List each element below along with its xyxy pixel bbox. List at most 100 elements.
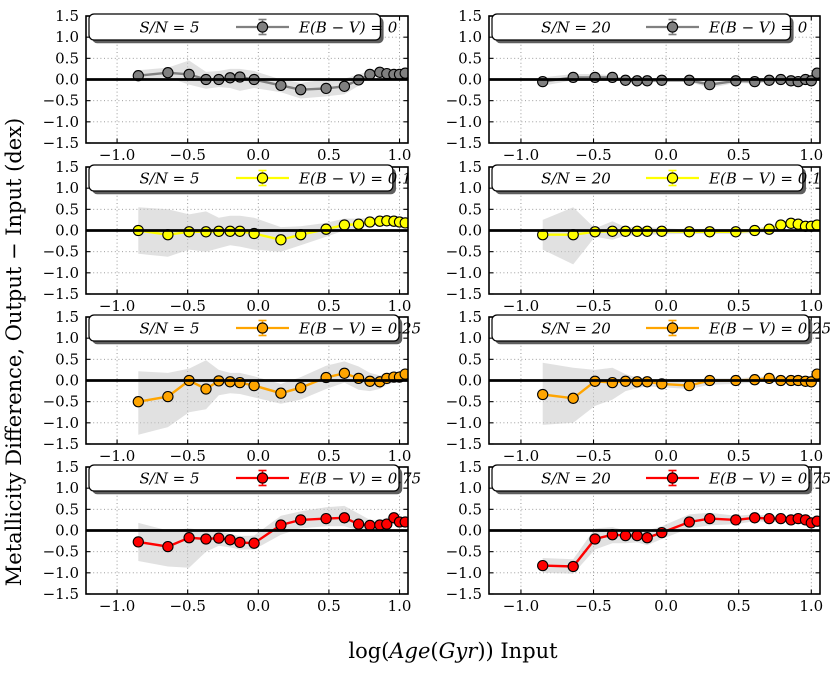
y-tick-label: −1.5 bbox=[43, 134, 79, 152]
legend-sn-label: S/N = 20 bbox=[541, 470, 611, 488]
subplot-1-1: −1.0 −0.5 0.0 0.5 1.0 1.5 1.0 0.5 0.0 −0.5 −1.0 −1.… bbox=[446, 158, 824, 315]
subplot-0-0: −1.0 −0.5 0.0 0.5 1.0 1.5 1.0 0.5 0.0 −0.5 −1.0 −1.… bbox=[43, 7, 412, 164]
x-tick-label: 0.5 bbox=[317, 597, 341, 615]
data-point bbox=[320, 82, 332, 95]
data-points bbox=[132, 512, 408, 553]
y-tick-label: −1.0 bbox=[446, 564, 482, 582]
legend-series-label: E(B − V) = 0.75 bbox=[708, 470, 830, 488]
data-point bbox=[775, 512, 787, 525]
x-tick-label: 0.0 bbox=[246, 297, 270, 315]
confidence-band bbox=[138, 360, 406, 435]
y-tick-label: 0.5 bbox=[458, 200, 482, 218]
subplot-1-0: −1.0 −0.5 0.0 0.5 1.0 1.5 1.0 0.5 0.0 −0.5 −1.0 −1.… bbox=[43, 158, 412, 315]
legend: S/N = 5 E(B − V) = 0 bbox=[88, 13, 398, 44]
x-tick-label: −1.0 bbox=[503, 146, 539, 164]
y-tick-label: −0.5 bbox=[43, 393, 79, 411]
legend-marker-icon bbox=[646, 18, 699, 36]
data-point bbox=[132, 396, 144, 408]
y-tick-label: 1.5 bbox=[55, 308, 79, 326]
y-tick-label: 1.5 bbox=[55, 7, 79, 25]
legend-marker-icon bbox=[646, 319, 699, 337]
data-point bbox=[352, 218, 365, 230]
y-tick-label: −1.0 bbox=[446, 414, 482, 432]
data-point bbox=[730, 514, 742, 526]
data-point bbox=[749, 512, 761, 524]
y-tick-label: 0.5 bbox=[55, 49, 79, 67]
y-tick-label: 1.0 bbox=[458, 479, 482, 497]
data-point bbox=[399, 516, 408, 528]
data-point bbox=[248, 379, 260, 392]
x-tick-label: 0.5 bbox=[317, 297, 341, 315]
data-point bbox=[537, 559, 549, 572]
y-tick-label: −0.5 bbox=[446, 92, 482, 110]
y-tick-label: −1.5 bbox=[43, 285, 79, 303]
x-tick-label: −0.5 bbox=[575, 297, 611, 315]
legend: S/N = 5 E(B − V) = 0.75 bbox=[88, 464, 421, 495]
data-point bbox=[295, 514, 307, 526]
x-tick-label: 0.5 bbox=[317, 447, 341, 465]
data-point bbox=[364, 519, 376, 532]
subplot-0-1: −1.0 −0.5 0.0 0.5 1.0 1.5 1.0 0.5 0.0 −0.5 −1.0 −1.… bbox=[446, 7, 824, 164]
x-tick-label: 0.0 bbox=[246, 146, 270, 164]
data-point bbox=[589, 533, 601, 545]
data-point bbox=[295, 382, 307, 394]
y-tick-label: 1.0 bbox=[55, 329, 79, 347]
data-point bbox=[811, 515, 820, 527]
x-tick-label: 1.0 bbox=[799, 297, 823, 315]
y-tick-label: −1.5 bbox=[446, 585, 482, 603]
x-tick-label: 0.5 bbox=[727, 146, 751, 164]
y-tick-label: −1.5 bbox=[446, 285, 482, 303]
y-tick-label: 0.5 bbox=[55, 200, 79, 218]
legend-sn-label: S/N = 20 bbox=[541, 320, 611, 338]
x-tick-label: 1.0 bbox=[388, 146, 412, 164]
data-point bbox=[183, 532, 195, 544]
x-tick-label: 0.0 bbox=[246, 447, 270, 465]
x-tick-label: −1.0 bbox=[503, 297, 539, 315]
x-tick-label: 1.0 bbox=[799, 597, 823, 615]
data-point bbox=[619, 529, 632, 542]
y-tick-label: 1.0 bbox=[55, 179, 79, 197]
x-tick-label: −1.0 bbox=[99, 597, 135, 615]
y-tick-label: 1.0 bbox=[458, 329, 482, 347]
x-tick-label: 1.0 bbox=[388, 447, 412, 465]
data-point bbox=[537, 388, 549, 401]
data-point bbox=[656, 526, 668, 539]
data-point bbox=[224, 534, 236, 546]
y-tick-label: 1.0 bbox=[458, 179, 482, 197]
y-tick-label: −1.5 bbox=[43, 585, 79, 603]
data-point bbox=[704, 512, 716, 525]
legend-sn-label: S/N = 5 bbox=[139, 19, 199, 37]
x-tick-label: 0.5 bbox=[727, 447, 751, 465]
y-tick-label: 0.5 bbox=[458, 49, 482, 67]
data-point bbox=[775, 219, 787, 231]
y-tick-label: 0.5 bbox=[55, 500, 79, 518]
x-tick-label: 0.0 bbox=[654, 447, 678, 465]
x-axis-label: log(Age(Gyr)) Input bbox=[348, 639, 558, 663]
x-tick-label: −0.5 bbox=[575, 146, 611, 164]
data-point bbox=[567, 560, 579, 573]
legend-marker-icon bbox=[236, 18, 289, 36]
axis-ticks bbox=[86, 316, 408, 445]
data-point bbox=[162, 540, 174, 553]
y-tick-label: 0.0 bbox=[458, 372, 482, 390]
data-point bbox=[338, 512, 351, 524]
y-tick-label: 1.5 bbox=[458, 7, 482, 25]
y-axis-label: Metallicity Difference, Output − Input (… bbox=[2, 118, 26, 586]
x-tick-label: −1.0 bbox=[99, 146, 135, 164]
data-point bbox=[275, 387, 287, 399]
data-point bbox=[567, 71, 579, 84]
legend-series-label: E(B − V) = 0.25 bbox=[708, 320, 830, 338]
data-point bbox=[162, 67, 174, 79]
x-tick-label: −0.5 bbox=[169, 597, 205, 615]
data-point bbox=[763, 372, 775, 385]
series-group bbox=[132, 505, 408, 568]
data-point bbox=[749, 75, 761, 88]
y-tick-label: 0.0 bbox=[55, 372, 79, 390]
x-tick-label: −0.5 bbox=[575, 597, 611, 615]
subplot-3-0: −1.0 −0.5 0.0 0.5 1.0 1.5 1.0 0.5 0.0 −0.5 −1.0 −1.… bbox=[43, 458, 422, 615]
subplot-2-1: −1.0 −0.5 0.0 0.5 1.0 1.5 1.0 0.5 0.0 −0.5 −1.0 −1.… bbox=[446, 308, 830, 465]
legend: S/N = 20 E(B − V) = 0 bbox=[491, 13, 808, 44]
y-tick-label: −0.5 bbox=[43, 543, 79, 561]
